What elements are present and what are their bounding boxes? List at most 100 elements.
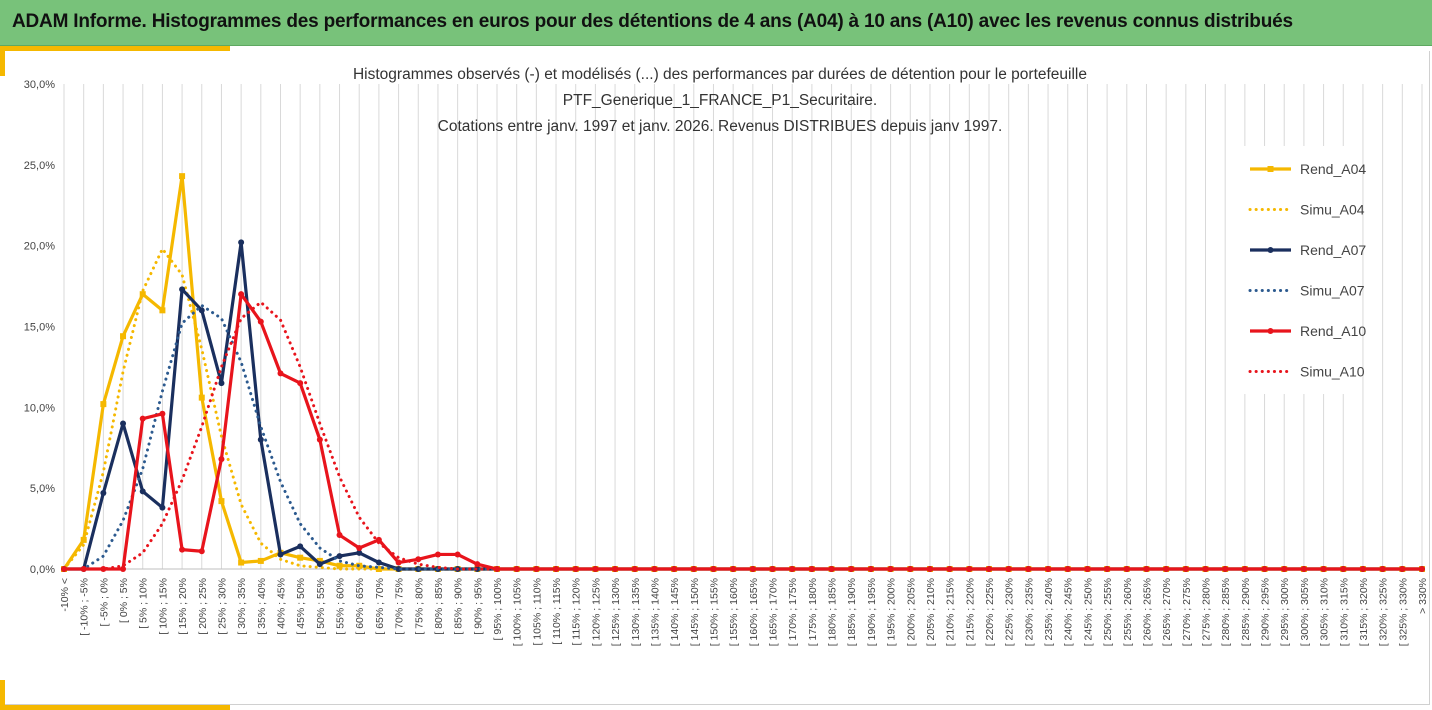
data-point xyxy=(828,566,835,572)
data-point xyxy=(434,551,441,558)
series-line-simu-a10 xyxy=(62,300,1424,571)
x-tick-label: [ 55% ; 60% xyxy=(335,578,347,635)
data-point xyxy=(513,566,520,572)
x-tick-label: [ 80% ; 85% xyxy=(433,578,445,635)
legend-label: Rend_A04 xyxy=(1300,161,1366,177)
x-tick-label: [ -5% ; 0% xyxy=(98,578,110,626)
series-line-simu-a07 xyxy=(62,303,1424,571)
x-tick-label: [ 300% ; 305% xyxy=(1299,578,1311,646)
series-line-simu-a04 xyxy=(62,247,1424,571)
data-point xyxy=(926,566,933,572)
data-point xyxy=(159,504,166,511)
x-tick-label: [ 305% ; 310% xyxy=(1319,578,1331,646)
x-tick-label: [ 90% ; 95% xyxy=(472,578,484,635)
data-point xyxy=(179,546,186,553)
x-tick-label: [ 65% ; 70% xyxy=(374,578,386,635)
legend-label: Simu_A04 xyxy=(1300,202,1365,218)
x-tick-label: [ 165% ; 170% xyxy=(768,578,780,646)
data-point xyxy=(572,566,579,572)
x-tick-label: [ 30% ; 35% xyxy=(236,578,248,635)
accent-bar-top xyxy=(0,46,230,51)
x-tick-label: [ 245% ; 250% xyxy=(1082,578,1094,646)
legend-label: Simu_A07 xyxy=(1300,283,1365,299)
data-point xyxy=(848,566,855,572)
data-point xyxy=(375,566,382,572)
data-point xyxy=(769,566,776,572)
data-point xyxy=(690,566,697,572)
data-point xyxy=(474,561,481,568)
x-tick-label: [ 175% ; 180% xyxy=(807,578,819,646)
x-tick-label: > 330% xyxy=(1417,578,1429,614)
data-point xyxy=(238,559,245,566)
chart-title-line-2: PTF_Generique_1_FRANCE_P1_Securitaire. xyxy=(563,92,877,109)
x-tick-label: [ 130% ; 135% xyxy=(630,578,642,646)
data-point xyxy=(1005,566,1012,572)
data-point xyxy=(1359,566,1366,572)
y-tick-label: 25,0% xyxy=(24,160,55,172)
x-tick-label: [ 0% ; 5% xyxy=(118,578,130,623)
data-point xyxy=(592,566,599,572)
x-tick-label: [ 255% ; 260% xyxy=(1122,578,1134,646)
x-tick-label: [ 120% ; 125% xyxy=(590,578,602,646)
data-point xyxy=(1123,566,1130,572)
series-lines xyxy=(61,173,1425,572)
data-point xyxy=(277,370,284,377)
data-point xyxy=(1261,566,1268,572)
data-point xyxy=(671,566,678,572)
x-tick-label: [ 10% ; 15% xyxy=(157,578,169,635)
legend-label: Rend_A10 xyxy=(1300,323,1366,339)
data-point xyxy=(1084,566,1091,572)
data-point xyxy=(395,559,402,566)
x-tick-label: [ 260% ; 265% xyxy=(1141,578,1153,646)
x-tick-label: [ 70% ; 75% xyxy=(394,578,406,635)
accent-bar-bottom-left xyxy=(0,680,5,710)
x-tick-label: [ 85% ; 90% xyxy=(453,578,465,635)
data-point xyxy=(395,566,402,572)
x-tick-label: [ 135% ; 140% xyxy=(649,578,661,646)
data-point xyxy=(316,557,323,564)
x-tick-label: [ 290% ; 295% xyxy=(1260,578,1272,646)
data-point xyxy=(257,318,264,325)
x-tick-label: [ 95% ; 100% xyxy=(492,578,504,640)
x-tick-label: [ 285% ; 290% xyxy=(1240,578,1252,646)
x-tick-label: [ 155% ; 160% xyxy=(728,578,740,646)
data-point xyxy=(375,559,382,566)
x-tick-label: [ 180% ; 185% xyxy=(827,578,839,646)
x-tick-label: [ 105% ; 110% xyxy=(531,578,543,646)
data-point xyxy=(356,549,363,556)
x-tick-label: [ 170% ; 175% xyxy=(787,578,799,646)
x-tick-label: [ 75% ; 80% xyxy=(413,578,425,635)
data-point xyxy=(946,566,953,572)
data-point xyxy=(651,566,658,572)
series-line-rend-a10 xyxy=(64,292,1422,571)
legend-label: Simu_A10 xyxy=(1300,364,1365,380)
data-point xyxy=(100,401,107,408)
data-point xyxy=(218,456,225,463)
data-point xyxy=(218,380,225,387)
data-point xyxy=(179,173,186,180)
data-point xyxy=(316,436,323,443)
data-point xyxy=(749,566,756,572)
y-tick-label: 15,0% xyxy=(24,322,55,334)
y-tick-label: 5,0% xyxy=(30,483,55,495)
x-tick-label: [ 310% ; 315% xyxy=(1338,578,1350,646)
x-tick-label: [ 100% ; 105% xyxy=(512,578,524,646)
x-tick-label: -10% < xyxy=(59,578,71,612)
x-tick-label: [ 40% ; 45% xyxy=(275,578,287,635)
x-tick-label: [ 210% ; 215% xyxy=(945,578,957,646)
data-point xyxy=(198,548,205,555)
data-point xyxy=(1281,566,1288,572)
accent-bar-left xyxy=(0,46,5,76)
x-tick-label: [ 25% ; 30% xyxy=(216,578,228,635)
x-tick-label: [ 215% ; 220% xyxy=(964,578,976,646)
data-point xyxy=(1025,566,1032,572)
legend-marker xyxy=(1267,247,1274,253)
y-tick-label: 20,0% xyxy=(24,241,55,253)
x-tick-label: [ 225% ; 230% xyxy=(1004,578,1016,646)
x-tick-label: [ 325% ; 330% xyxy=(1397,578,1409,646)
data-point xyxy=(277,551,284,558)
y-axis: 0,0% 5,0% 10,0% 15,0% 20,0% 25,0% 30,0% xyxy=(24,79,55,576)
data-point xyxy=(356,544,363,551)
data-point xyxy=(493,566,500,572)
